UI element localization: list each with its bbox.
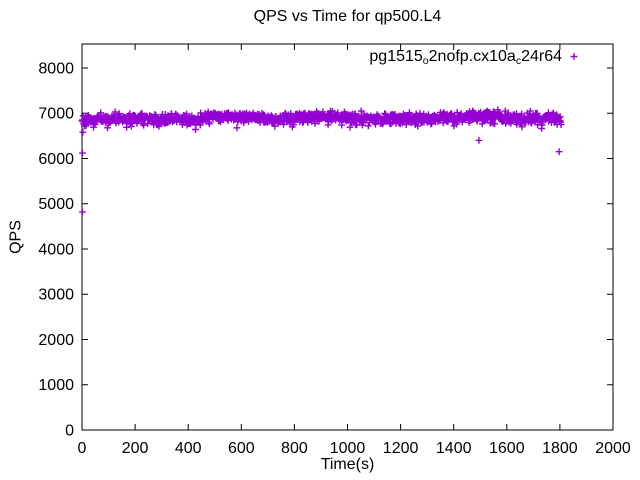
svg-text:4000: 4000	[38, 241, 74, 258]
x-tick-labels: 0 200 400 600 800 1000 1200 1400 1600 1800 2000	[78, 440, 631, 457]
legend: pg1515o2nofp.cx10ac24r64	[369, 47, 562, 66]
legend-plus-marker-icon	[570, 53, 578, 60]
svg-text:1600: 1600	[489, 440, 525, 457]
svg-text:7000: 7000	[38, 106, 74, 123]
svg-text:400: 400	[175, 440, 202, 457]
svg-text:200: 200	[122, 440, 149, 457]
x-axis-label: Time(s)	[320, 456, 375, 473]
legend-label: pg1515o2nofp.cx10ac24r64	[369, 48, 562, 67]
svg-text:1000: 1000	[38, 377, 74, 394]
y-tick-labels: 0 1000 2000 3000 4000 5000 6000 7000 8000	[38, 60, 74, 439]
svg-text:2000: 2000	[38, 332, 74, 349]
x-ticks	[81, 44, 614, 430]
svg-text:0: 0	[65, 423, 74, 440]
svg-text:1200: 1200	[383, 440, 419, 457]
svg-text:3000: 3000	[38, 287, 74, 304]
svg-text:800: 800	[281, 440, 308, 457]
chart-title: QPS vs Time for qp500.L4	[253, 8, 442, 25]
series-points	[78, 106, 565, 216]
svg-text:8000: 8000	[38, 60, 74, 77]
svg-text:6000: 6000	[38, 151, 74, 168]
plot-border	[81, 43, 614, 431]
svg-text:1800: 1800	[542, 440, 578, 457]
svg-text:600: 600	[228, 440, 255, 457]
svg-text:1000: 1000	[330, 440, 366, 457]
svg-text:0: 0	[78, 440, 87, 457]
svg-text:1400: 1400	[436, 440, 472, 457]
svg-text:2000: 2000	[595, 440, 631, 457]
svg-text:5000: 5000	[38, 196, 74, 213]
